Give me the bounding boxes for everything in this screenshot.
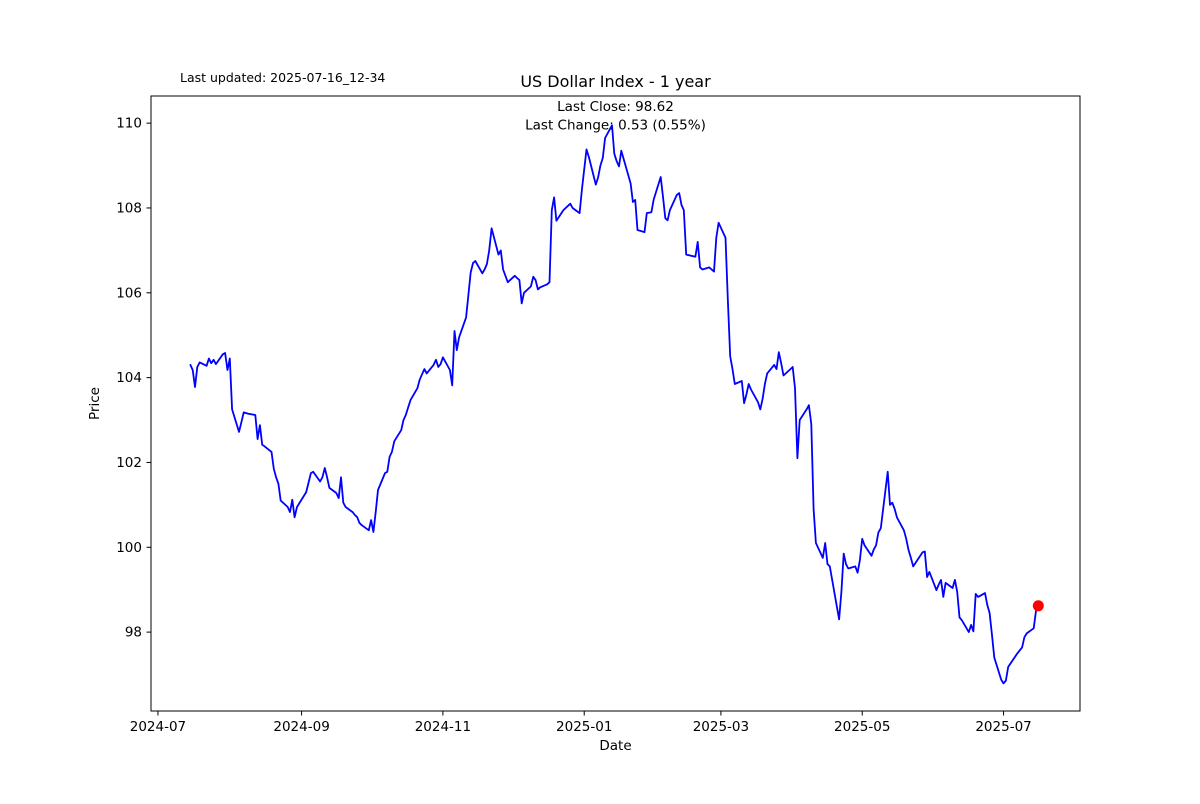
annotation-last-close: Last Close: 98.62 (557, 99, 674, 115)
x-tick-label: 2025-07 (975, 719, 1031, 735)
x-tick-label: 2025-01 (556, 719, 612, 735)
y-tick-label: 100 (116, 540, 142, 556)
y-tick-label: 98 (125, 625, 142, 641)
price-line (189, 124, 1040, 685)
x-tick-label: 2025-03 (693, 719, 749, 735)
chart-title: US Dollar Index - 1 year (520, 72, 711, 91)
x-axis-label: Date (599, 738, 631, 754)
y-tick-label: 108 (116, 200, 142, 216)
plot-area (150, 95, 1081, 712)
y-tick-label: 110 (116, 116, 142, 132)
axis-ticks: 2024-07 2024-09 2024-11 2025-01 2025-03 2025-… (116, 116, 1032, 735)
x-tick-label: 2025-05 (834, 719, 890, 735)
last-point-marker (1032, 600, 1044, 612)
x-tick-label: 2024-07 (130, 719, 186, 735)
x-tick-label: 2024-09 (273, 719, 329, 735)
annotation-last-change: Last Change: 0.53 (0.55%) (525, 118, 706, 134)
y-axis-label: Price (87, 387, 103, 420)
y-tick-label: 106 (116, 285, 142, 301)
y-tick-label: 102 (116, 455, 142, 471)
last-updated-label: Last updated: 2025-07-16_12-34 (180, 70, 385, 85)
x-tick-label: 2024-11 (415, 719, 471, 735)
y-tick-label: 104 (116, 370, 142, 386)
